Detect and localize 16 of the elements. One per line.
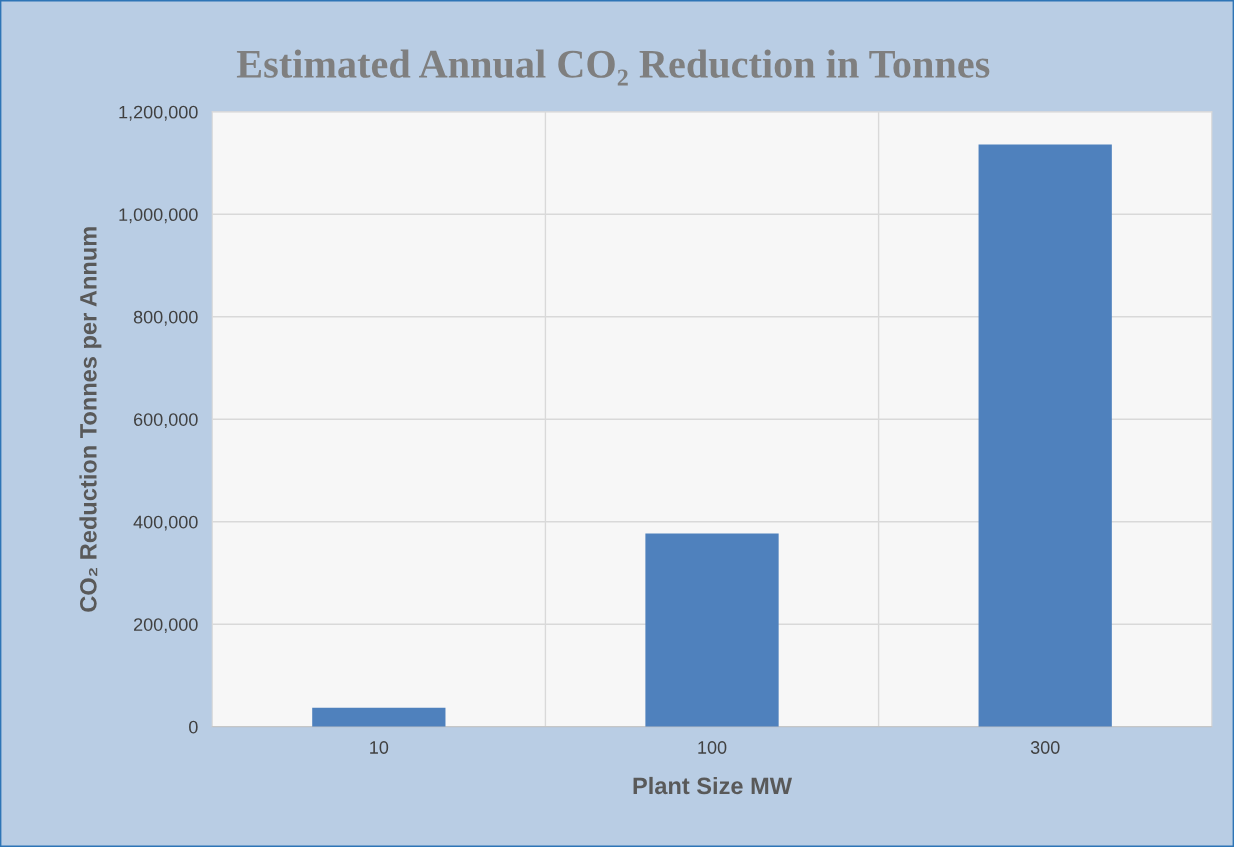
y-tick-label: 200,000 xyxy=(134,618,198,634)
x-tick-label: 100 xyxy=(698,741,727,754)
x-axis-title: Plant Size MW xyxy=(633,776,793,795)
y-tick-label: 1,000,000 xyxy=(119,208,198,224)
y-tick-label: 400,000 xyxy=(133,515,198,531)
bar xyxy=(645,533,779,727)
x-tick-label: 300 xyxy=(1030,741,1060,754)
x-tick-label: 10 xyxy=(370,741,389,754)
bar xyxy=(312,707,446,727)
y-tick-label: 1,200,000 xyxy=(119,105,198,121)
y-tick-label: 0 xyxy=(189,720,198,734)
y-axis-title: CO₂ Reduction Tonnes per Annum xyxy=(79,227,102,612)
bar xyxy=(978,144,1112,727)
y-tick-label: 800,000 xyxy=(133,310,198,326)
y-tick-label: 600,000 xyxy=(134,413,198,429)
chart-title: Estimated Annual CO₂ Reduction in Tonnes xyxy=(236,49,990,86)
